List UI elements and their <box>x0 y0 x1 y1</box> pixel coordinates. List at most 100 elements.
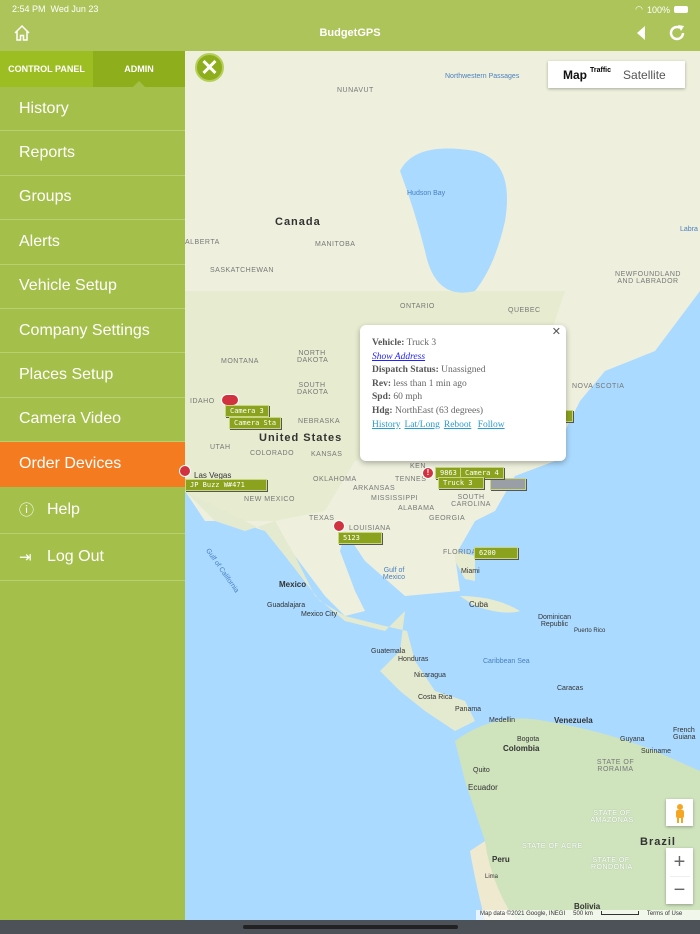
alert-exclamation-icon[interactable]: ! <box>422 467 434 479</box>
sidebar-item-groups[interactable]: Groups <box>0 176 185 221</box>
label-north-dakota: NORTH DAKOTA <box>297 350 329 364</box>
street-view-pegman-icon[interactable] <box>666 799 693 826</box>
home-indicator[interactable] <box>243 925 458 929</box>
label-alberta: ALBERTA <box>185 239 220 246</box>
logout-icon: ⇥ <box>19 548 32 566</box>
sidebar-item-places-setup[interactable]: Places Setup <box>0 353 185 398</box>
home-icon[interactable] <box>12 23 32 48</box>
traffic-toggle[interactable]: Traffic <box>590 67 612 74</box>
label-oklahoma: OKLAHOMA <box>313 476 357 483</box>
map-type-satellite-button[interactable]: Satellite <box>623 67 666 82</box>
date: Wed Jun 23 <box>50 4 99 14</box>
label-south-carolina: SOUTH CAROLINA <box>451 494 491 508</box>
sidebar-item-history[interactable]: History <box>0 87 185 132</box>
label-nicaragua: Nicaragua <box>414 672 446 679</box>
tab-control-panel[interactable]: CONTROL PANEL <box>0 51 93 87</box>
label-montana: MONTANA <box>221 358 259 365</box>
zoom-out-button[interactable]: − <box>669 876 690 903</box>
label-bogota: Bogota <box>517 736 540 743</box>
status-bar: 2:54 PM Wed Jun 23 ◠ 100% <box>0 0 700 18</box>
vehicle-marker[interactable]: JP Buzz W#471 <box>185 479 267 491</box>
close-sidebar-button[interactable]: ✕ <box>195 53 224 82</box>
popup-close-icon[interactable]: ✕ <box>551 326 561 338</box>
label-brazil: Brazil <box>640 836 676 848</box>
label-dominican: Dominican Republic <box>537 614 572 628</box>
battery-icon <box>674 6 688 13</box>
show-address-link[interactable]: Show Address <box>372 351 426 362</box>
label-mexico: Mexico <box>279 580 307 589</box>
label-quebec: QUEBEC <box>508 307 541 314</box>
label-labrador-sea: Labra <box>680 226 698 233</box>
follow-link[interactable]: Follow <box>477 419 505 430</box>
label-newfoundland: NEWFOUNDLAND AND LABRADOR <box>615 271 681 285</box>
item-label: Vehicle Setup <box>19 277 117 295</box>
label-nw-passages: Northwestern Passages <box>445 73 520 80</box>
item-label: Groups <box>19 188 72 206</box>
label-mexico-city: Mexico City <box>301 611 338 618</box>
label-quito: Quito <box>473 767 490 774</box>
sidebar-tabs: CONTROL PANEL ADMIN <box>0 51 185 87</box>
label-guyana: Guyana <box>620 736 645 743</box>
sidebar-item-alerts[interactable]: Alerts <box>0 220 185 265</box>
label-nova-scotia: NOVA SCOTIA <box>572 383 625 390</box>
vehicle-marker[interactable]: 6200 <box>474 547 518 559</box>
zoom-in-button[interactable]: + <box>673 851 686 873</box>
vehicle-marker[interactable]: 5123 <box>338 532 382 544</box>
label-nunavut: NUNAVUT <box>337 87 374 94</box>
label-lima: Lima <box>485 874 499 880</box>
item-label: Reports <box>19 144 76 162</box>
dispatch-label: Dispatch Status: <box>372 365 439 376</box>
label-saskatchewan: SASKATCHEWAN <box>210 267 274 274</box>
vehicle-marker[interactable]: Truck 3 <box>438 477 484 489</box>
alert-marker-icon[interactable] <box>179 465 191 477</box>
label-miami: Miami <box>461 568 480 575</box>
app-header: BudgetGPS <box>0 18 700 51</box>
label-roraima: STATE OF RORAIMA <box>596 759 635 773</box>
label-honduras: Honduras <box>398 656 429 663</box>
label-texas: TEXAS <box>309 515 335 522</box>
hdg-value: NorthEast (63 degrees) <box>394 405 484 416</box>
map-data-credit: Map data ©2021 Google, INEGI <box>480 911 566 917</box>
vehicle-info-popup: ✕ Vehicle: Truck 3 Show Address Dispatch… <box>360 325 566 461</box>
tab-admin[interactable]: ADMIN <box>93 51 185 87</box>
label-colombia: Colombia <box>503 744 540 753</box>
vehicle-marker[interactable]: Camera 3 <box>225 405 269 417</box>
label-acre: STATE OF ACRE <box>522 843 583 850</box>
map-type-map-button[interactable]: Map <box>563 67 587 82</box>
lat-long-link[interactable]: Lat/Long <box>404 419 440 430</box>
label-cuba: Cuba <box>469 600 489 609</box>
sidebar-item-vehicle-setup[interactable]: Vehicle Setup <box>0 265 185 309</box>
refresh-icon[interactable] <box>667 23 687 48</box>
label-panama: Panama <box>455 706 482 713</box>
sidebar-item-company-settings[interactable]: Company Settings <box>0 309 185 354</box>
label-mississippi: MISSISSIPPI <box>371 495 419 502</box>
back-triangle-icon[interactable] <box>634 25 648 46</box>
label-georgia: GEORGIA <box>429 515 466 522</box>
sidebar-item-help[interactable]: ⓘ Help <box>0 487 185 534</box>
scale-bar <box>600 911 639 915</box>
label-canada: Canada <box>275 216 321 228</box>
sidebar-item-camera-video[interactable]: Camera Video <box>0 398 185 443</box>
label-caracas: Caracas <box>557 685 584 692</box>
history-link[interactable]: History <box>372 419 401 430</box>
label-ontario: ONTARIO <box>400 303 435 310</box>
terms-of-use-link[interactable]: Terms of Use <box>646 911 683 917</box>
reboot-link[interactable]: Reboot <box>443 419 472 430</box>
sidebar-item-reports[interactable]: Reports <box>0 131 185 176</box>
sidebar-item-order-devices[interactable]: Order Devices <box>0 442 185 487</box>
vehicle-marker[interactable]: Camera Sta <box>229 417 282 429</box>
rev-value: less than 1 min ago <box>393 378 467 389</box>
close-icon: ✕ <box>200 54 219 80</box>
info-icon: ⓘ <box>19 502 35 520</box>
vehicle-marker-stacked[interactable] <box>490 478 526 490</box>
label-bolivia: Bolivia <box>574 902 601 911</box>
stop-marker-icon[interactable] <box>333 520 345 532</box>
item-label: History <box>19 99 69 117</box>
label-manitoba: MANITOBA <box>315 241 356 248</box>
time: 2:54 PM <box>12 4 46 14</box>
sidebar-item-log-out[interactable]: ⇥ Log Out <box>0 534 185 581</box>
label-puerto-rico: Puerto Rico <box>574 628 606 634</box>
label-rondonia: STATE OF RONDÔNIA <box>591 857 633 871</box>
label-kentucky: KEN <box>410 463 426 470</box>
label-nebraska: NEBRASKA <box>298 418 341 425</box>
